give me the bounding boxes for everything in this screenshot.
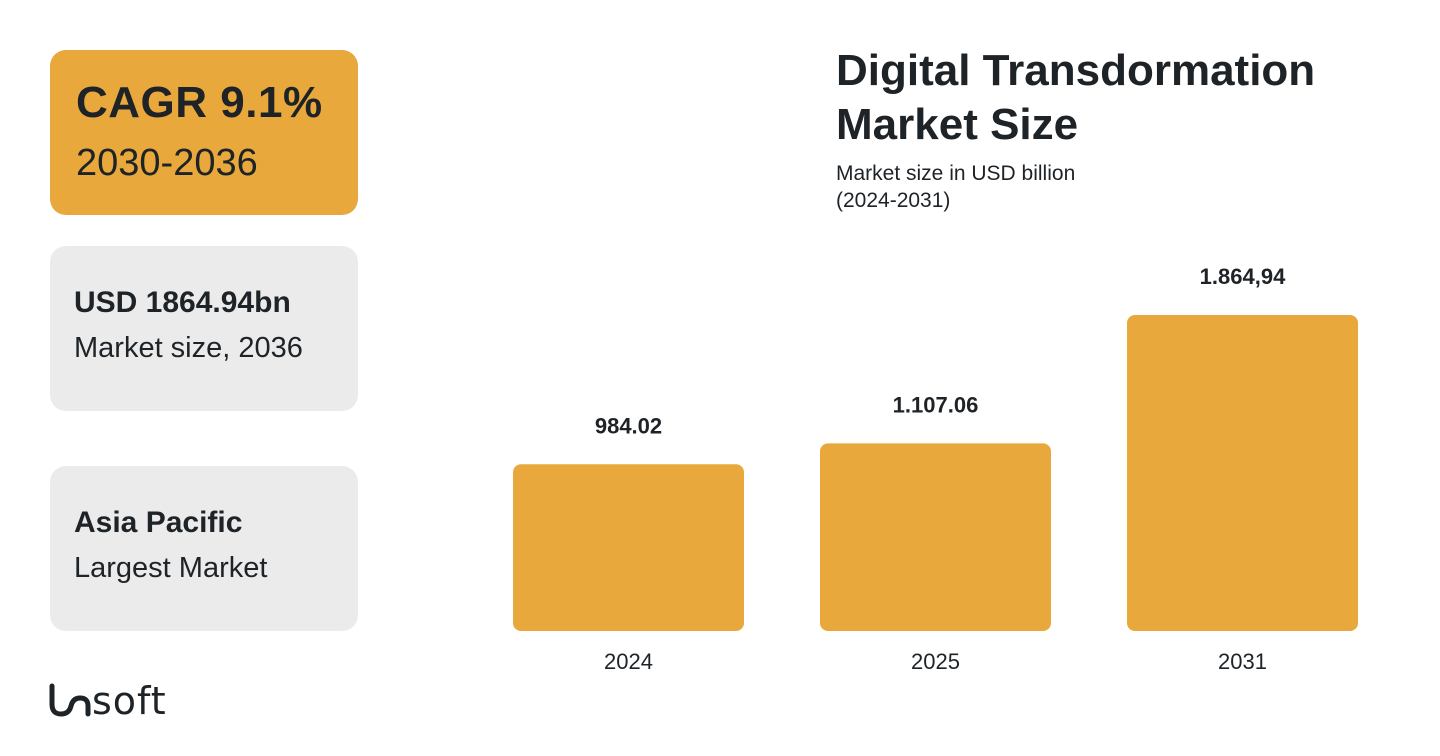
- x-tick-label: 2024: [604, 649, 653, 674]
- market-size-label: Market size, 2036: [74, 332, 303, 364]
- cagr-value: CAGR 9.1%: [76, 78, 323, 127]
- bar-2031: [1127, 315, 1358, 631]
- x-tick-label: 2031: [1218, 649, 1267, 674]
- data-label: 1.864,94: [1200, 264, 1286, 289]
- market-size-value: USD 1864.94bn: [74, 286, 291, 319]
- bar-2025: [820, 443, 1051, 631]
- market-size-card: USD 1864.94bn Market size, 2036: [50, 246, 358, 411]
- cagr-period: 2030-2036: [76, 142, 258, 184]
- cagr-card: CAGR 9.1% 2030-2036: [50, 50, 358, 215]
- svg-text:soft: soft: [92, 680, 167, 723]
- logo-icon: soft: [49, 679, 167, 723]
- bar-2024: [513, 464, 744, 631]
- x-tick-label: 2025: [911, 649, 960, 674]
- largest-market-value: Asia Pacific: [74, 506, 243, 539]
- chart-subtitle: Market size in USD billion (2024-2031): [836, 160, 1075, 214]
- data-label: 1.107.06: [893, 392, 979, 417]
- chart-title: Digital Transdormation Market Size: [836, 46, 1316, 149]
- largest-market-label: Largest Market: [74, 552, 268, 584]
- data-label: 984.02: [595, 413, 662, 438]
- subtitle-line-1: Market size in USD billion: [836, 162, 1076, 185]
- subtitle-line-2: (2024-2031): [836, 189, 951, 212]
- largest-market-card: Asia Pacific Largest Market: [50, 466, 358, 631]
- company-logo: soft: [48, 679, 198, 735]
